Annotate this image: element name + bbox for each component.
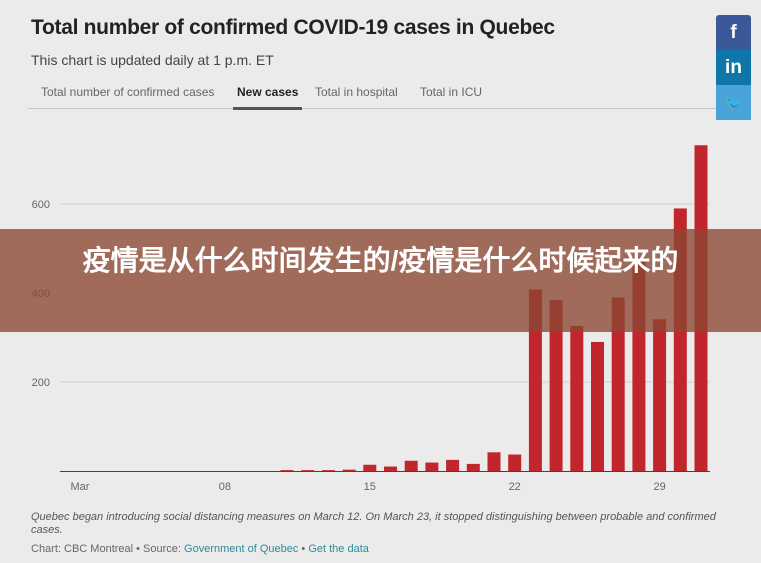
tab-total-hospital[interactable]: Total in hospital xyxy=(315,85,398,99)
tab-bar: Total number of confirmed cases New case… xyxy=(28,80,718,110)
bar xyxy=(301,470,315,471)
tab-total-icu[interactable]: Total in ICU xyxy=(420,85,483,99)
credit-prefix: Chart: CBC Montreal • Source: xyxy=(31,543,185,555)
bar xyxy=(466,463,480,471)
tab-new-cases[interactable]: New cases xyxy=(233,85,303,110)
social-share-bar: f in 🐦 xyxy=(716,15,751,120)
bar xyxy=(363,464,377,471)
bar xyxy=(487,452,501,471)
bar xyxy=(528,289,542,471)
bar xyxy=(342,469,356,471)
credit-separator: • xyxy=(298,543,309,555)
twitter-icon: 🐦 xyxy=(724,94,743,112)
source-link[interactable]: Government of Quebec xyxy=(184,543,299,555)
x-tick-label: 08 xyxy=(219,481,231,493)
y-tick-label: 600 xyxy=(32,199,50,211)
facebook-icon: f xyxy=(730,21,737,43)
bar xyxy=(508,454,522,471)
chart-title: Total number of confirmed COVID-19 cases… xyxy=(31,16,555,39)
bar xyxy=(653,319,667,471)
x-tick-label: 29 xyxy=(653,481,665,493)
tab-total-confirmed[interactable]: Total number of confirmed cases xyxy=(41,85,215,99)
bar xyxy=(321,470,335,471)
y-tick-label: 200 xyxy=(32,377,50,389)
chart-credit: Chart: CBC Montreal • Source: Government… xyxy=(31,543,369,555)
overlay-banner: 疫情是从什么时间发生的/疫情是什么时候起来的 xyxy=(0,229,761,332)
x-tick-label: 15 xyxy=(364,481,376,493)
bar xyxy=(425,462,439,471)
linkedin-icon: in xyxy=(725,56,742,78)
chart-subtitle: This chart is updated daily at 1 p.m. ET xyxy=(31,52,274,68)
x-tick-label: 22 xyxy=(509,481,521,493)
twitter-share-button[interactable]: 🐦 xyxy=(716,85,751,120)
bar xyxy=(591,341,604,471)
facebook-share-button[interactable]: f xyxy=(716,15,751,50)
chart-note: Quebec began introducing social distanci… xyxy=(31,511,716,536)
bar xyxy=(384,466,397,471)
get-data-link[interactable]: Get the data xyxy=(308,543,369,555)
bar xyxy=(446,459,460,471)
bar xyxy=(611,297,625,471)
bar xyxy=(570,325,584,471)
linkedin-share-button[interactable]: in xyxy=(716,50,751,85)
bar xyxy=(549,300,563,471)
x-tick-label: Mar xyxy=(71,481,90,493)
bar xyxy=(404,460,418,471)
bar xyxy=(280,470,294,471)
